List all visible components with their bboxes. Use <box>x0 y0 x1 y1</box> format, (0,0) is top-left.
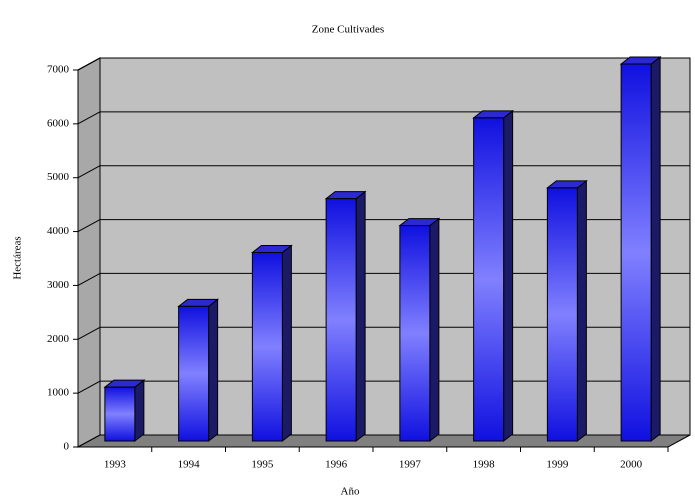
bar <box>620 63 652 442</box>
grid-line <box>77 272 101 286</box>
grid-line <box>77 380 101 394</box>
grid-line <box>77 57 101 71</box>
bar <box>178 305 210 442</box>
bar-side <box>355 190 366 443</box>
bar-side <box>650 55 661 443</box>
bar-side <box>576 179 587 443</box>
grid-line <box>77 111 101 125</box>
bar <box>399 225 431 442</box>
bar-side <box>429 217 440 443</box>
y-tick-label: 5000 <box>47 171 70 183</box>
x-tick-label: 1995 <box>251 459 274 471</box>
bar-side <box>208 298 219 443</box>
grid-line <box>77 326 101 340</box>
bar-side <box>134 379 145 443</box>
x-tick-label: 1999 <box>546 459 569 471</box>
bar-side <box>281 244 292 443</box>
x-tick-label: 1997 <box>399 459 422 471</box>
chart-title: Zone Cultivades <box>312 24 384 36</box>
y-tick-label: 7000 <box>47 64 70 76</box>
y-axis-label: Hectáreas <box>12 236 24 279</box>
bar <box>325 198 357 442</box>
bar <box>473 117 505 442</box>
bar <box>546 187 578 442</box>
y-tick-label: 6000 <box>47 117 70 129</box>
grid-line <box>77 165 101 179</box>
x-tick-label: 1994 <box>178 459 201 471</box>
y-tick-label: 4000 <box>47 225 70 237</box>
y-tick-label: 3000 <box>47 279 70 291</box>
x-tick-label: 1993 <box>104 459 127 471</box>
x-tick-label: 1996 <box>325 459 348 471</box>
grid-line <box>77 219 101 233</box>
y-tick-label: 0 <box>64 441 70 453</box>
floor <box>77 434 691 448</box>
x-axis-label: Año <box>341 486 360 498</box>
bar-side <box>503 109 514 443</box>
bar <box>104 386 136 442</box>
side-wall <box>77 57 101 448</box>
x-tick-label: 1998 <box>473 459 496 471</box>
x-tick-label: 2000 <box>620 459 643 471</box>
y-tick-label: 1000 <box>47 387 70 399</box>
y-tick-label: 2000 <box>47 333 70 345</box>
bar <box>251 252 283 442</box>
